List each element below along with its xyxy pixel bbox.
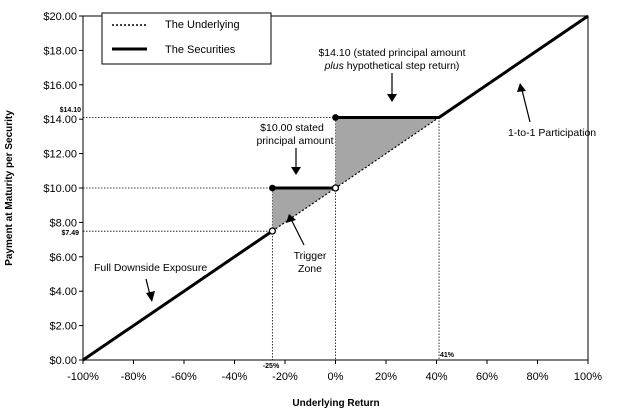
y-tick-label-10: $20.00 (43, 11, 77, 23)
x-tick-label-7: 40% (425, 371, 447, 383)
securities-segment-0 (82, 229, 274, 362)
annotation-step-line1: $14.10 (stated principal amount (318, 47, 465, 59)
marker-filled-1 (332, 114, 339, 121)
legend: The Underlying The Securities (101, 12, 272, 65)
securities-segment-2 (335, 14, 589, 119)
annotation-step-plus: plus (324, 60, 345, 72)
x-axis-ticks: -100% -80% -60% -40% -20% 0% 20% 40% 60% 80% 100% (67, 360, 602, 383)
x-tick-label-10: 100% (574, 371, 602, 383)
y-axis-label: Payment at Maturity per Security (4, 110, 15, 266)
x-tick-label-3: -40% (222, 371, 248, 383)
annotation-step-arrowhead (387, 94, 397, 102)
marker-open-1 (331, 184, 340, 192)
annotation-step-return: $14.10 (stated principal amount plus hyp… (318, 47, 466, 102)
securities-series (82, 14, 589, 362)
y-tick-label-4: $8.00 (49, 217, 77, 229)
special-label-y-749: $7.49 (61, 230, 79, 237)
underlying-series (272, 116, 440, 232)
annotation-participation-text: 1-to-1 Participation (508, 127, 596, 139)
x-tick-label-1: -80% (121, 371, 147, 383)
y-tick-label-9: $18.00 (43, 45, 77, 57)
annotation-downside: Full Downside Exposure (94, 262, 207, 302)
shaded-region-1 (335, 117, 440, 188)
annotation-trigger-arrow (291, 220, 305, 246)
annotation-trigger-arrowhead (286, 214, 296, 223)
annotation-principal: $10.00 stated principal amount (256, 122, 334, 175)
markers (268, 114, 340, 235)
annotation-trigger-zone: Trigger Zone (286, 214, 327, 275)
annotation-step-line2: plus hypothetical step return) (324, 60, 460, 72)
annotation-principal-arrowhead (291, 167, 301, 175)
y-tick-label-6: $12.00 (43, 149, 77, 161)
x-tick-label-4: -20% (272, 371, 298, 383)
y-tick-label-2: $4.00 (49, 286, 77, 298)
annotation-step-rest: hypothetical step return) (344, 60, 460, 72)
annotation-trigger-line1: Trigger (294, 250, 327, 262)
annotation-participation-arrowhead (517, 83, 526, 92)
underlying-line (272, 116, 440, 232)
x-tick-label-0: -100% (67, 371, 99, 383)
marker-filled-0 (269, 184, 276, 192)
y-tick-label-3: $6.00 (49, 252, 77, 264)
y-tick-label-7: $14.00 (43, 114, 77, 126)
marker-open-0 (268, 227, 277, 235)
x-tick-label-6: 20% (375, 371, 397, 383)
x-axis-label: Underlying Return (292, 398, 379, 409)
x-tick-label-8: 60% (476, 371, 498, 383)
legend-box (101, 12, 272, 65)
annotation-downside-arrowhead (146, 291, 155, 302)
x-tick-label-9: 80% (526, 371, 548, 383)
legend-underlying-label: The Underlying (165, 19, 240, 31)
x-tick-label-2: -60% (171, 371, 197, 383)
annotation-participation-arrow (521, 89, 531, 123)
y-tick-label-0: $0.00 (49, 355, 77, 367)
y-tick-label-5: $10.00 (43, 183, 77, 195)
annotation-trigger-line2: Zone (298, 263, 322, 275)
legend-securities-label: The Securities (165, 44, 236, 56)
special-label-y-1410: $14.10 (60, 107, 82, 114)
special-label-x-41: 41% (440, 352, 455, 359)
x-tick-label-5: 0% (328, 371, 344, 383)
annotation-principal-line2: principal amount (256, 135, 333, 147)
annotation-participation: 1-to-1 Participation (508, 83, 596, 139)
annotation-downside-text: Full Downside Exposure (94, 262, 207, 274)
y-tick-label-8: $16.00 (43, 80, 77, 92)
y-tick-label-1: $2.00 (49, 321, 77, 333)
special-label-x-neg25: -25% (263, 363, 280, 370)
annotation-principal-line1: $10.00 stated (260, 122, 324, 134)
y-axis-ticks: $0.00 $2.00 $4.00 $6.00 $8.00 $10.00 $12.00 $14… (43, 11, 83, 367)
